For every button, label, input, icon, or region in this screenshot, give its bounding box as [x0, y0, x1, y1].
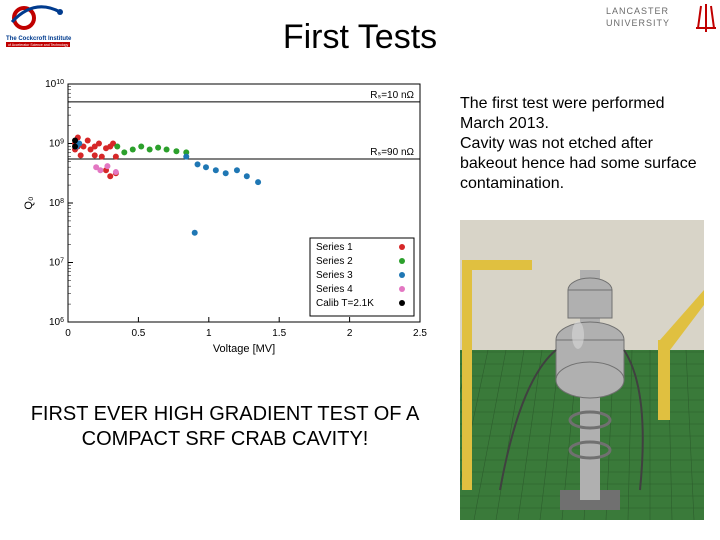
svg-text:LANCASTER: LANCASTER: [606, 6, 669, 16]
svg-text:108: 108: [49, 198, 64, 210]
svg-text:Series 4: Series 4: [316, 284, 353, 295]
description-line-2: Cavity was not etched after bakeout henc…: [460, 135, 697, 192]
svg-text:Rₛ=90 nΩ: Rₛ=90 nΩ: [370, 147, 414, 158]
svg-text:Calib T=2.1K: Calib T=2.1K: [316, 298, 374, 309]
svg-text:107: 107: [49, 257, 64, 269]
svg-text:106: 106: [49, 317, 64, 329]
svg-text:0: 0: [65, 328, 71, 339]
caption-text: FIRST EVER HIGH GRADIENT TEST OF A COMPA…: [30, 402, 420, 452]
svg-text:109: 109: [49, 138, 64, 150]
svg-text:Series 3: Series 3: [316, 270, 353, 281]
svg-text:1: 1: [206, 328, 212, 339]
svg-text:2.5: 2.5: [413, 328, 427, 339]
q0-voltage-chart: 106 107 108 109 1010 0 0.5 1 1.5 2 2.5 Voltage [MV]…: [20, 76, 430, 356]
content-area: 106 107 108 109 1010 0 0.5 1 1.5 2 2.5 Voltage [MV]…: [0, 70, 720, 540]
description-line-1: The first test were performed March 2013…: [460, 95, 665, 132]
svg-text:2: 2: [347, 328, 353, 339]
header: The Cockcroft Institute of Accelerator S…: [0, 0, 720, 50]
svg-text:1010: 1010: [45, 79, 64, 91]
svg-text:0.5: 0.5: [131, 328, 145, 339]
description-text: The first test were performed March 2013…: [460, 94, 710, 194]
svg-text:Series 1: Series 1: [316, 242, 353, 253]
page-title: First Tests: [0, 18, 720, 57]
svg-text:Rₛ=10 nΩ: Rₛ=10 nΩ: [370, 90, 414, 101]
svg-text:1.5: 1.5: [272, 328, 286, 339]
svg-text:Voltage [MV]: Voltage [MV]: [213, 343, 275, 355]
cavity-apparatus-photo: [460, 220, 704, 520]
svg-text:Series 2: Series 2: [316, 256, 353, 267]
svg-text:Q₀: Q₀: [23, 196, 35, 209]
